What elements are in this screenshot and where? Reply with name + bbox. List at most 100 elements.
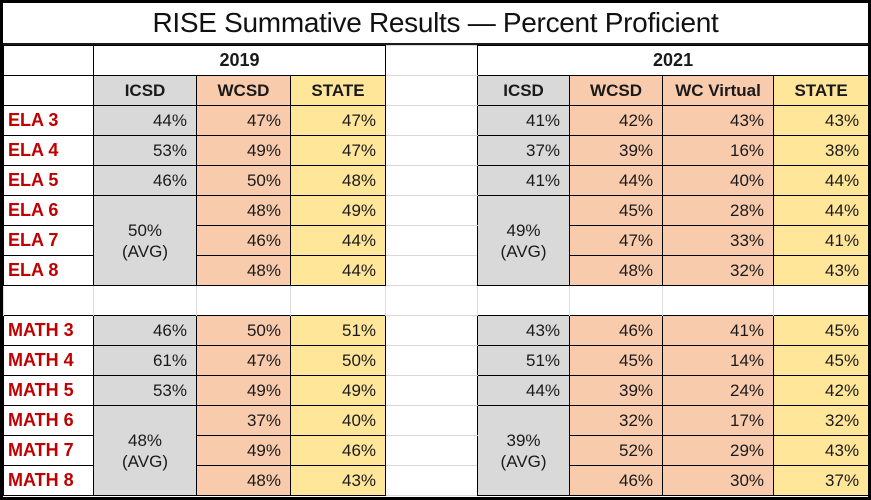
spacer-cell (385, 435, 479, 466)
data-cell: 52% (569, 435, 664, 466)
data-cell: 33% (662, 225, 775, 256)
spacer-cell (385, 315, 479, 346)
results-table: 2019 2021 ICSD WCSD STATE ICSD WCSD WC V… (3, 45, 868, 496)
column-header-row: ICSD WCSD STATE ICSD WCSD WC Virtual STA… (3, 75, 868, 106)
col-header-wc-virtual-2021: WC Virtual (662, 75, 775, 106)
spacer-cell (385, 345, 479, 376)
data-cell: 47% (289, 135, 387, 166)
row-label: MATH 3 (3, 315, 94, 346)
data-cell: 61% (93, 345, 197, 376)
spacer-cell (3, 285, 94, 316)
data-cell: 47% (196, 345, 291, 376)
data-cell: 46% (569, 465, 664, 496)
data-cell: 45% (569, 195, 664, 226)
spacer-cell (477, 285, 571, 316)
data-cell: 45% (773, 315, 868, 346)
data-cell: 48% (196, 255, 291, 286)
data-cell: 46% (289, 435, 387, 466)
corner-cell (3, 75, 94, 106)
data-cell: 53% (93, 135, 197, 166)
table-row-math-3: MATH 3 46% 50% 51% 43% 46% 41% 45% (3, 315, 868, 346)
data-cell: 43% (773, 435, 868, 466)
avg-cell-math-2019: 48% (AVG) (93, 405, 197, 496)
spacer-cell (385, 255, 479, 286)
avg-suffix: (AVG) (122, 241, 168, 261)
col-header-wcsd-2019: WCSD (196, 75, 291, 106)
spacer-cell (385, 45, 479, 76)
data-cell: 50% (196, 315, 291, 346)
table-row-ela-4: ELA 4 53% 49% 47% 37% 39% 16% 38% (3, 135, 868, 166)
data-cell: 14% (662, 345, 775, 376)
data-cell: 32% (773, 405, 868, 436)
data-cell: 41% (662, 315, 775, 346)
spacer-cell (385, 105, 479, 136)
data-cell: 30% (662, 465, 775, 496)
row-label: MATH 4 (3, 345, 94, 376)
data-cell: 48% (569, 255, 664, 286)
spacer-cell (385, 195, 479, 226)
data-cell: 50% (289, 345, 387, 376)
avg-value: 39% (506, 430, 541, 450)
data-cell: 43% (773, 255, 868, 286)
data-cell: 17% (662, 405, 775, 436)
table-row-ela-3: ELA 3 44% 47% 47% 41% 42% 43% 43% (3, 105, 868, 136)
data-cell: 38% (773, 135, 868, 166)
data-cell: 53% (93, 375, 197, 406)
data-cell: 40% (662, 165, 775, 196)
row-label: MATH 5 (3, 375, 94, 406)
row-label: ELA 7 (3, 225, 94, 256)
spacer-cell (196, 285, 291, 316)
col-header-icsd-2019: ICSD (93, 75, 197, 106)
avg-cell-ela-2021: 49% (AVG) (477, 195, 571, 286)
spacer-cell (385, 75, 479, 106)
avg-suffix: (AVG) (122, 451, 168, 471)
data-cell: 32% (662, 255, 775, 286)
row-label: ELA 8 (3, 255, 94, 286)
spacer-cell (385, 465, 479, 496)
avg-value: 50% (127, 220, 163, 240)
data-cell: 49% (196, 375, 291, 406)
data-cell: 41% (477, 165, 571, 196)
row-label: ELA 6 (3, 195, 94, 226)
data-cell: 44% (289, 225, 387, 256)
avg-cell-math-2021: 39% (AVG) (477, 405, 571, 496)
data-cell: 32% (569, 405, 664, 436)
data-cell: 47% (569, 225, 664, 256)
spacer-cell (385, 405, 479, 436)
col-header-icsd-2021: ICSD (477, 75, 571, 106)
avg-cell-ela-2019: 50% (AVG) (93, 195, 197, 286)
data-cell: 46% (93, 315, 197, 346)
data-cell: 50% (196, 165, 291, 196)
data-cell: 46% (93, 165, 197, 196)
spacer-cell (385, 165, 479, 196)
data-cell: 24% (662, 375, 775, 406)
row-label: MATH 7 (3, 435, 94, 466)
year-2019-header: 2019 (92, 45, 387, 76)
data-cell: 48% (196, 195, 291, 226)
data-cell: 29% (662, 435, 775, 466)
spacer-cell (385, 135, 479, 166)
data-cell: 48% (196, 465, 291, 496)
row-label: ELA 5 (3, 165, 94, 196)
data-cell: 46% (569, 315, 664, 346)
data-cell: 41% (477, 105, 571, 136)
spacer-cell (662, 285, 775, 316)
spacer-cell (289, 285, 387, 316)
spacer-row (3, 285, 868, 316)
data-cell: 37% (477, 135, 571, 166)
col-header-state-2019: STATE (289, 75, 387, 106)
avg-value: 49% (506, 220, 541, 240)
data-cell: 37% (196, 405, 291, 436)
col-header-wcsd-2021: WCSD (569, 75, 664, 106)
avg-value: 48% (127, 430, 163, 450)
data-cell: 41% (773, 225, 868, 256)
data-cell: 51% (477, 345, 571, 376)
table-row-ela-8: ELA 8 48% 44% 48% 32% 43% (3, 255, 868, 286)
year-2021-header: 2021 (477, 45, 868, 76)
table-row-ela-5: ELA 5 46% 50% 48% 41% 44% 40% 44% (3, 165, 868, 196)
data-cell: 49% (289, 375, 387, 406)
data-cell: 51% (289, 315, 387, 346)
row-label: ELA 3 (3, 105, 94, 136)
corner-cell (3, 45, 94, 76)
data-cell: 39% (569, 135, 664, 166)
